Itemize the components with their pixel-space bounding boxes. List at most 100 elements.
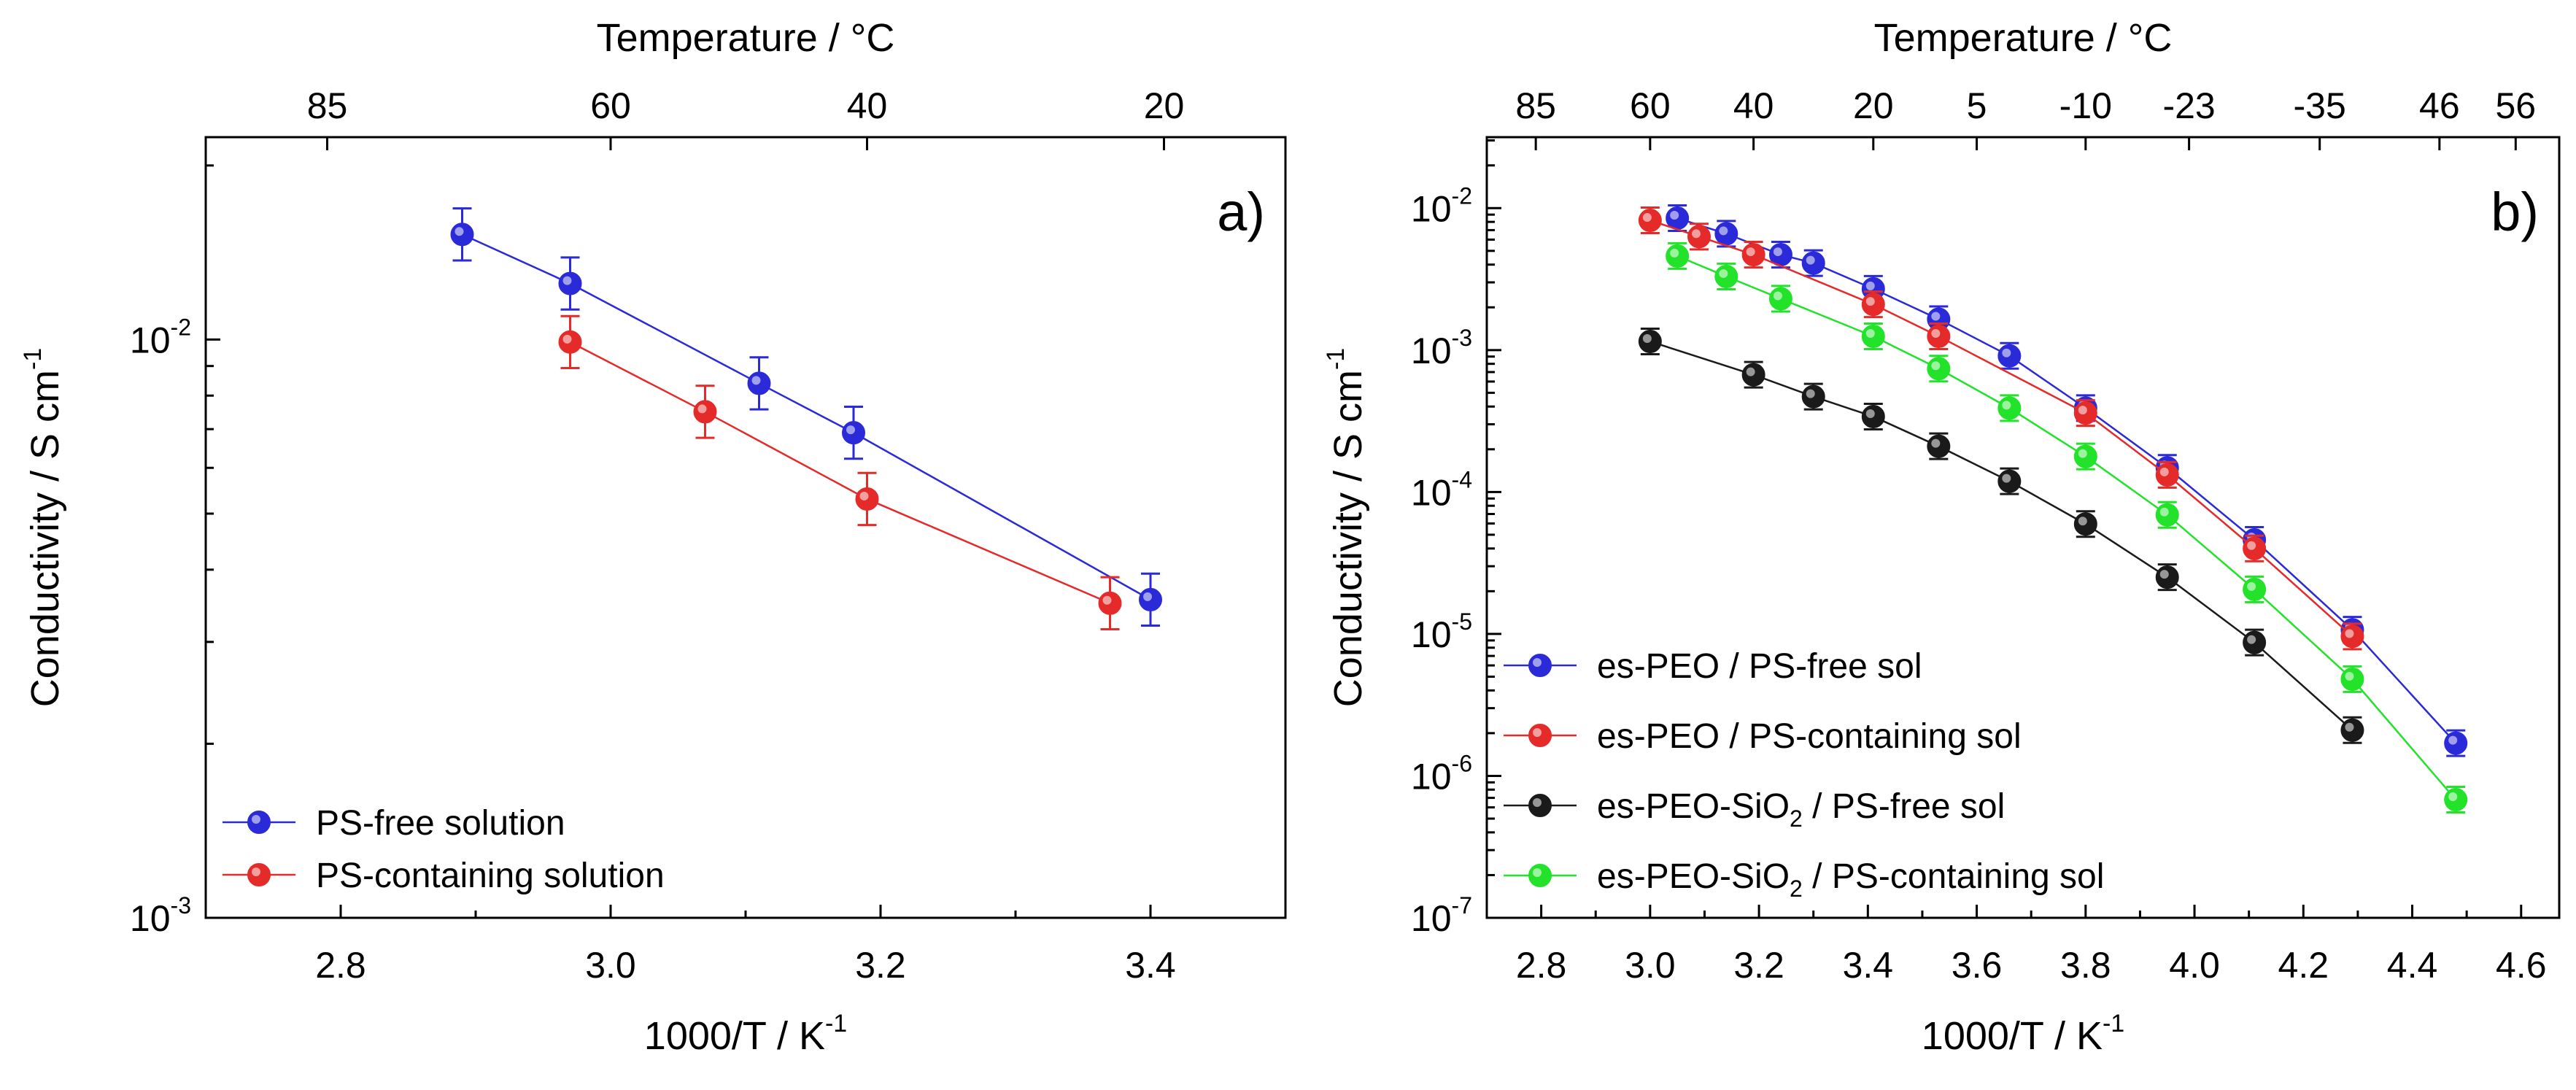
data-point bbox=[1861, 324, 1885, 348]
top-tick-label: 85 bbox=[1515, 85, 1556, 126]
series-0 bbox=[450, 207, 1162, 627]
data-point bbox=[2243, 536, 2267, 560]
top-tick-label: 5 bbox=[1967, 85, 1987, 126]
data-point bbox=[2073, 444, 2097, 468]
data-point bbox=[1666, 206, 1690, 231]
panel-label: a) bbox=[1217, 182, 1265, 242]
top-tick-label: 85 bbox=[307, 85, 348, 126]
data-point bbox=[2073, 401, 2097, 425]
data-point bbox=[1927, 357, 1951, 381]
top-tick-label: 40 bbox=[1733, 85, 1774, 126]
legend-entry: PS-containing solution bbox=[223, 857, 665, 895]
data-point bbox=[1741, 243, 1765, 267]
data-point bbox=[693, 400, 717, 424]
x-tick-label: 3.0 bbox=[585, 945, 636, 986]
data-point bbox=[1927, 324, 1951, 348]
data-point bbox=[1714, 264, 1738, 288]
x-tick-label: 3.2 bbox=[1733, 945, 1784, 986]
x-tick-label: 3.2 bbox=[855, 945, 906, 986]
x-tick-label: 2.8 bbox=[1516, 945, 1567, 986]
series-line bbox=[1649, 219, 2353, 638]
y-tick-label: 10-2 bbox=[130, 314, 191, 360]
y-tick-label: 10-3 bbox=[130, 892, 191, 939]
data-point bbox=[1801, 251, 1825, 275]
y-tick-label: 10-7 bbox=[1411, 892, 1472, 939]
data-point bbox=[450, 223, 474, 247]
x-tick-label: 3.8 bbox=[2060, 945, 2111, 986]
plot-frame bbox=[1485, 136, 2561, 919]
y-tick-label: 10-6 bbox=[1411, 750, 1472, 797]
data-point bbox=[2155, 565, 2179, 590]
data-point bbox=[2155, 463, 2179, 487]
panel-label: b) bbox=[2491, 182, 2539, 242]
data-point bbox=[2444, 731, 2468, 755]
data-point bbox=[1741, 363, 1765, 387]
data-point bbox=[2243, 577, 2267, 601]
data-point bbox=[2444, 788, 2468, 812]
data-point bbox=[1927, 307, 1951, 331]
series-3 bbox=[1666, 241, 2468, 814]
legend-label: PS-containing solution bbox=[316, 857, 665, 895]
top-tick-label: 60 bbox=[1630, 85, 1671, 126]
top-tick-label: -35 bbox=[2294, 85, 2346, 126]
legend-entry: es-PEO / PS-containing sol bbox=[1504, 717, 2022, 756]
y-tick-label: 10-4 bbox=[1411, 466, 1472, 513]
legend-marker bbox=[247, 811, 271, 834]
data-point bbox=[1927, 434, 1951, 458]
data-point bbox=[1997, 344, 2022, 368]
x-tick-label: 2.8 bbox=[315, 945, 366, 986]
series-1 bbox=[558, 314, 1122, 630]
x-axis-title: 1000/T / K-1 bbox=[1922, 1010, 2124, 1058]
plot-frame bbox=[204, 136, 1287, 919]
data-point bbox=[1801, 384, 1825, 409]
data-point bbox=[1687, 225, 1711, 249]
legend-entry: es-PEO-SiO2 / PS-free sol bbox=[1504, 787, 2005, 832]
legend-marker bbox=[1528, 794, 1552, 817]
top-axis-title: Temperature / °C bbox=[597, 16, 895, 60]
series-line bbox=[569, 341, 1110, 604]
data-point bbox=[2073, 512, 2097, 536]
top-axis-title: Temperature / °C bbox=[1874, 16, 2173, 60]
data-point bbox=[558, 330, 582, 354]
top-tick-label: 20 bbox=[1144, 85, 1185, 126]
top-tick-label: 20 bbox=[1853, 85, 1894, 126]
legend-entry: PS-free solution bbox=[223, 804, 565, 843]
x-tick-label: 3.4 bbox=[1843, 945, 1894, 986]
legend-entry: es-PEO / PS-free sol bbox=[1504, 647, 1922, 686]
data-point bbox=[2340, 718, 2364, 742]
data-point bbox=[2243, 630, 2267, 654]
top-tick-label: 40 bbox=[847, 85, 888, 126]
y-axis-title: Conductivity / S cm-1 bbox=[1322, 348, 1370, 707]
panel-a: 2.8 3.0 3.2 3.4 85 60 40 20 10-2 10-3 1000/T / K-1… bbox=[19, 16, 1287, 1058]
top-tick-label: -23 bbox=[2162, 85, 2215, 126]
data-point bbox=[558, 271, 582, 295]
series-line bbox=[1649, 340, 2353, 731]
x-tick-label: 4.6 bbox=[2496, 945, 2547, 986]
x-tick-label: 3.4 bbox=[1125, 945, 1176, 986]
series-2 bbox=[1638, 328, 2364, 744]
data-point bbox=[1638, 330, 1662, 354]
x-axis-title: 1000/T / K-1 bbox=[644, 1010, 847, 1058]
y-tick-label: 10-3 bbox=[1411, 325, 1472, 371]
top-tick-label: 56 bbox=[2495, 85, 2536, 126]
legend-label: PS-free solution bbox=[316, 804, 565, 843]
data-point bbox=[747, 371, 771, 395]
legend-label: es-PEO / PS-free sol bbox=[1597, 647, 1922, 686]
series-1 bbox=[1638, 206, 2364, 651]
data-point bbox=[1098, 591, 1122, 615]
data-point bbox=[842, 421, 865, 445]
data-point bbox=[2340, 667, 2364, 691]
data-point bbox=[1139, 587, 1162, 611]
legend-entry: es-PEO-SiO2 / PS-containing sol bbox=[1504, 857, 2104, 902]
legend-label: es-PEO-SiO2 / PS-containing sol bbox=[1597, 857, 2104, 902]
data-point bbox=[1997, 396, 2022, 420]
data-point bbox=[2340, 625, 2364, 649]
top-tick-label: -10 bbox=[2059, 85, 2112, 126]
data-point bbox=[1666, 244, 1690, 268]
data-point bbox=[1638, 209, 1662, 233]
x-tick-label: 3.0 bbox=[1625, 945, 1676, 986]
data-point bbox=[855, 487, 879, 511]
legend-marker bbox=[247, 863, 271, 886]
data-point bbox=[1714, 222, 1738, 246]
